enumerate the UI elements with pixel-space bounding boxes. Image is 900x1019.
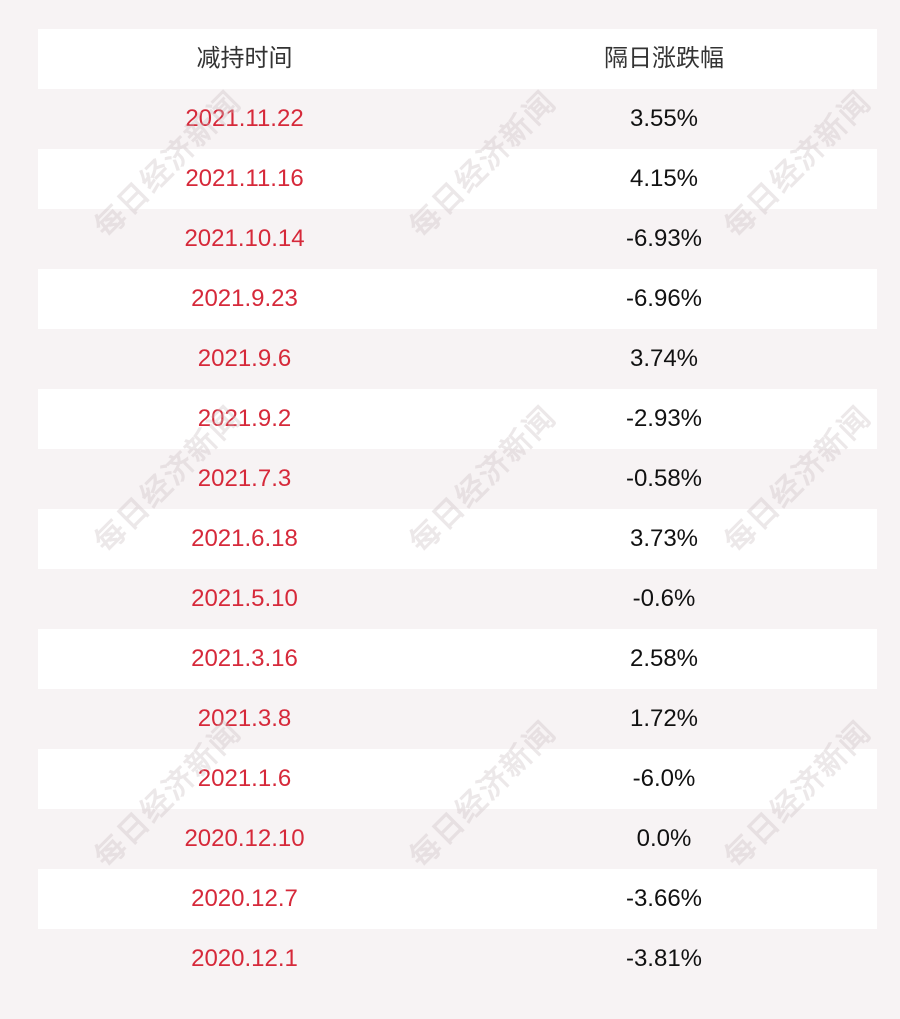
change-cell: -3.66% [625,885,703,912]
date-cell: 2020.12.7 [191,885,298,912]
header-next-day-change: 隔日涨跌幅 [604,45,724,72]
change-cell: -0.58% [625,465,703,492]
table-row: 2020.12.1 -3.81% [38,929,877,989]
change-cell: -3.81% [625,945,703,972]
date-cell: 2021.6.18 [191,525,298,552]
date-cell: 2020.12.1 [191,945,298,972]
change-cell: 3.74% [629,345,699,372]
change-cell: 3.73% [629,525,699,552]
table-row: 2021.9.2 -2.93% [38,389,877,449]
table-header-row: 减持时间 隔日涨跌幅 [38,29,877,89]
date-cell: 2021.11.22 [185,105,304,132]
date-cell: 2021.7.3 [197,465,292,492]
change-cell: 2.58% [629,645,699,672]
date-cell: 2021.11.16 [185,165,304,192]
date-cell: 2021.1.6 [197,765,292,792]
table-row: 2021.9.6 3.74% [38,329,877,389]
change-cell: -6.0% [632,765,696,792]
change-cell: -0.6% [632,585,696,612]
date-cell: 2021.5.10 [191,585,298,612]
date-cell: 2021.3.8 [197,705,292,732]
data-table: 减持时间 隔日涨跌幅 2021.11.22 3.55% 2021.11.16 4… [38,29,877,989]
table-row: 2021.6.18 3.73% [38,509,877,569]
change-cell: 3.55% [629,105,699,132]
date-cell: 2021.3.16 [191,645,298,672]
change-cell: 4.15% [629,165,699,192]
table-row: 2021.1.6 -6.0% [38,749,877,809]
date-cell: 2021.9.2 [197,405,292,432]
change-cell: -6.96% [625,285,703,312]
table-row: 2021.10.14 -6.93% [38,209,877,269]
change-cell: 0.0% [636,825,692,852]
table-row: 2021.11.22 3.55% [38,89,877,149]
date-cell: 2021.9.23 [191,285,298,312]
table-row: 2021.11.16 4.15% [38,149,877,209]
table-row: 2021.3.16 2.58% [38,629,877,689]
table-row: 2021.5.10 -0.6% [38,569,877,629]
change-cell: -2.93% [625,405,703,432]
date-cell: 2021.10.14 [184,225,305,252]
table-row: 2021.7.3 -0.58% [38,449,877,509]
change-cell: 1.72% [629,705,699,732]
table-row: 2020.12.10 0.0% [38,809,877,869]
change-cell: -6.93% [625,225,703,252]
date-cell: 2021.9.6 [197,345,292,372]
date-cell: 2020.12.10 [184,825,305,852]
table-row: 2021.9.23 -6.96% [38,269,877,329]
table-row: 2021.3.8 1.72% [38,689,877,749]
header-reduction-date: 减持时间 [196,45,293,72]
table-row: 2020.12.7 -3.66% [38,869,877,929]
